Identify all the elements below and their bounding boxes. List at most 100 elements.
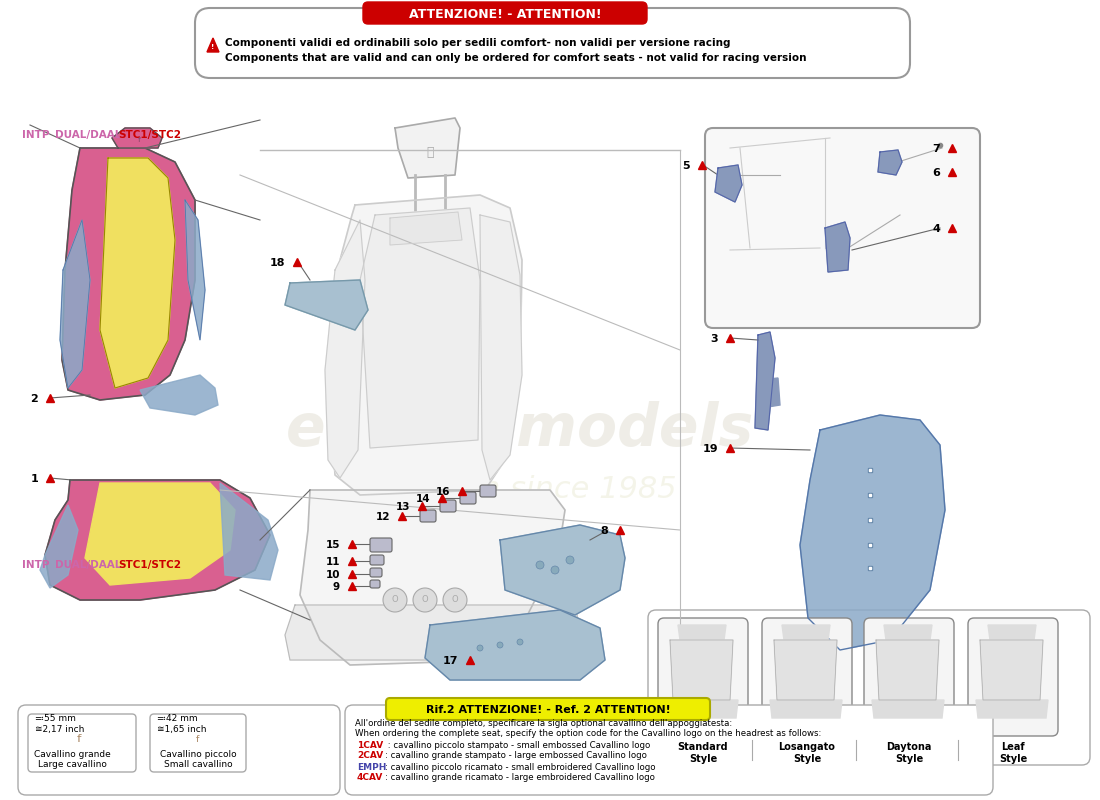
Text: O: O	[392, 595, 398, 605]
FancyBboxPatch shape	[370, 580, 379, 588]
Polygon shape	[360, 208, 480, 448]
Polygon shape	[324, 220, 365, 478]
FancyBboxPatch shape	[370, 555, 384, 565]
Text: 16: 16	[436, 487, 450, 497]
Text: 2: 2	[31, 394, 38, 404]
Polygon shape	[185, 200, 205, 340]
Text: STC1/STC2: STC1/STC2	[118, 560, 182, 570]
Polygon shape	[825, 222, 850, 272]
Text: Standard
Style: Standard Style	[678, 742, 728, 763]
Polygon shape	[774, 640, 837, 700]
Text: 10: 10	[326, 570, 340, 580]
Polygon shape	[425, 610, 605, 680]
Text: STC1/STC2: STC1/STC2	[118, 130, 182, 140]
Polygon shape	[480, 215, 522, 480]
Polygon shape	[285, 605, 580, 660]
Text: : cavallino piccolo stampato - small embossed Cavallino logo: : cavallino piccolo stampato - small emb…	[385, 741, 650, 750]
Text: 9: 9	[333, 582, 340, 592]
Polygon shape	[878, 150, 902, 175]
FancyBboxPatch shape	[420, 510, 436, 522]
Text: 19: 19	[703, 444, 718, 454]
Text: Daytona
Style: Daytona Style	[887, 742, 932, 763]
Text: DUAL/DAAL: DUAL/DAAL	[55, 560, 121, 570]
Text: 11: 11	[326, 557, 340, 567]
FancyBboxPatch shape	[28, 714, 136, 772]
FancyBboxPatch shape	[648, 610, 1090, 765]
Text: Components that are valid and can only be ordered for comfort seats - not valid : Components that are valid and can only b…	[226, 53, 806, 63]
Text: 7: 7	[933, 144, 940, 154]
Circle shape	[566, 556, 574, 564]
Circle shape	[551, 566, 559, 574]
FancyBboxPatch shape	[968, 618, 1058, 736]
Polygon shape	[285, 280, 369, 330]
Polygon shape	[872, 700, 944, 718]
Polygon shape	[112, 128, 162, 148]
Polygon shape	[390, 212, 462, 245]
Polygon shape	[666, 700, 738, 718]
Text: Small cavallino: Small cavallino	[164, 760, 232, 769]
Text: Large cavallino: Large cavallino	[37, 760, 107, 769]
Text: ATTENZIONE! - ATTENTION!: ATTENZIONE! - ATTENTION!	[409, 7, 602, 21]
Text: 2CAV: 2CAV	[358, 751, 383, 761]
Circle shape	[517, 639, 522, 645]
Text: Cavallino grande: Cavallino grande	[34, 750, 110, 759]
Text: 4CAV: 4CAV	[358, 774, 384, 782]
FancyBboxPatch shape	[370, 538, 392, 552]
Text: 14: 14	[416, 494, 430, 504]
Text: ≕42 mm: ≕42 mm	[157, 714, 198, 723]
Text: ≅1,65 inch: ≅1,65 inch	[157, 725, 207, 734]
Text: europamodels: europamodels	[286, 402, 755, 458]
Text: !: !	[211, 44, 215, 50]
Polygon shape	[100, 158, 175, 388]
Text: 8: 8	[601, 526, 608, 536]
Polygon shape	[760, 378, 780, 408]
Text: ≕55 mm: ≕55 mm	[35, 714, 76, 723]
Circle shape	[443, 588, 468, 612]
Polygon shape	[207, 38, 219, 52]
Text: : cavallino grande stampato - large embossed Cavallino logo: : cavallino grande stampato - large embo…	[385, 751, 647, 761]
Circle shape	[412, 588, 437, 612]
Polygon shape	[988, 625, 1036, 640]
Text: ⓕ: ⓕ	[427, 146, 433, 158]
Circle shape	[536, 561, 544, 569]
Polygon shape	[770, 700, 842, 718]
FancyBboxPatch shape	[762, 618, 852, 736]
Polygon shape	[85, 483, 235, 585]
Polygon shape	[62, 148, 195, 400]
Text: 4: 4	[932, 224, 940, 234]
Polygon shape	[45, 480, 270, 600]
Text: When ordering the complete seat, specify the option code for the Cavallino logo : When ordering the complete seat, specify…	[355, 729, 822, 738]
Text: 1: 1	[31, 474, 38, 484]
Polygon shape	[876, 640, 939, 700]
Text: 15: 15	[326, 540, 340, 550]
Polygon shape	[782, 625, 830, 640]
Polygon shape	[328, 195, 522, 495]
Text: 6: 6	[932, 168, 940, 178]
Text: Leaf
Style: Leaf Style	[999, 742, 1027, 763]
Text: ᶠ: ᶠ	[196, 734, 200, 750]
Text: INTP: INTP	[22, 560, 50, 570]
Text: 18: 18	[270, 258, 285, 268]
Polygon shape	[884, 625, 932, 640]
Polygon shape	[500, 525, 625, 615]
Text: ᶠ: ᶠ	[139, 137, 142, 150]
FancyBboxPatch shape	[386, 698, 710, 720]
Text: 5: 5	[682, 161, 690, 171]
Text: Componenti validi ed ordinabili solo per sedili comfort- non validi per versione: Componenti validi ed ordinabili solo per…	[226, 38, 730, 48]
FancyBboxPatch shape	[480, 485, 496, 497]
FancyBboxPatch shape	[345, 705, 993, 795]
FancyBboxPatch shape	[864, 618, 954, 736]
Text: Rif.2 ATTENZIONE! - Ref. 2 ATTENTION!: Rif.2 ATTENZIONE! - Ref. 2 ATTENTION!	[426, 705, 670, 715]
Text: ᶠ: ᶠ	[77, 733, 82, 751]
FancyBboxPatch shape	[150, 714, 246, 772]
Polygon shape	[755, 332, 775, 430]
Text: O: O	[421, 595, 428, 605]
Text: EMPH: EMPH	[358, 762, 386, 771]
Polygon shape	[300, 490, 565, 665]
Polygon shape	[60, 220, 90, 388]
Text: Losangato
Style: Losangato Style	[779, 742, 835, 763]
Polygon shape	[220, 483, 278, 580]
Text: All'ordine del sedile completo, specificare la sigla optional cavallino dell'app: All'ordine del sedile completo, specific…	[355, 718, 733, 727]
Text: 12: 12	[375, 512, 390, 522]
FancyBboxPatch shape	[18, 705, 340, 795]
